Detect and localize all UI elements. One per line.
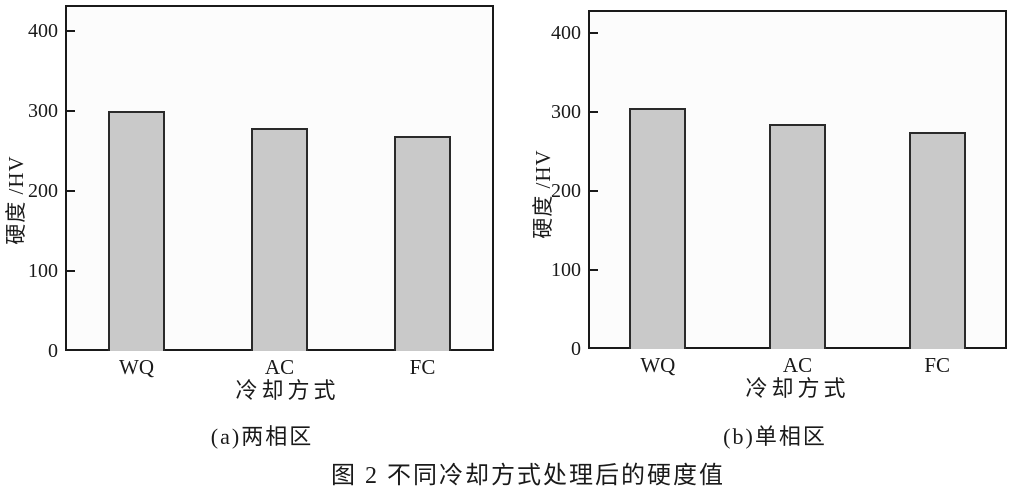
- subcaption-b: (b)单相区: [723, 424, 827, 449]
- y-tick: [590, 268, 598, 271]
- bar-FC: [394, 136, 451, 351]
- x-category-label: AC: [782, 353, 813, 377]
- y-tick-label: 0: [571, 338, 581, 360]
- y-tick-label: 100: [551, 258, 581, 281]
- x-category-label: FC: [409, 355, 436, 379]
- bar-AC: [251, 128, 308, 351]
- x-axis-label: 冷却方式: [235, 378, 340, 403]
- y-tick-label: 200: [28, 179, 58, 202]
- y-tick-label: 300: [551, 100, 581, 123]
- y-tick: [590, 189, 598, 192]
- y-tick: [67, 189, 75, 192]
- y-tick: [67, 29, 75, 32]
- y-tick: [67, 269, 75, 272]
- y-tick-label: 400: [28, 19, 58, 42]
- y-axis-label: 硬度 /HV: [531, 149, 555, 239]
- y-axis-label: 硬度 /HV: [4, 155, 28, 245]
- bar-WQ: [629, 107, 687, 349]
- x-category-label: WQ: [640, 353, 676, 377]
- x-category-label: WQ: [119, 355, 154, 379]
- y-tick-label: 400: [551, 21, 581, 44]
- subcaption-a: (a)两相区: [210, 424, 314, 449]
- x-axis-label: 冷却方式: [745, 376, 850, 401]
- bar-WQ: [108, 110, 165, 351]
- y-tick-label: 100: [28, 259, 58, 282]
- x-category-label: FC: [924, 353, 950, 377]
- y-tick-label: 200: [551, 179, 581, 202]
- y-tick: [590, 110, 598, 113]
- bar-AC: [769, 123, 826, 349]
- y-tick: [590, 31, 598, 34]
- y-tick-label: 300: [28, 99, 58, 122]
- figure-caption: 图 2 不同冷却方式处理后的硬度值: [331, 463, 725, 489]
- y-tick: [67, 109, 75, 112]
- y-tick-label: 0: [48, 340, 58, 362]
- x-category-label: AC: [264, 355, 295, 379]
- bar-FC: [908, 132, 966, 349]
